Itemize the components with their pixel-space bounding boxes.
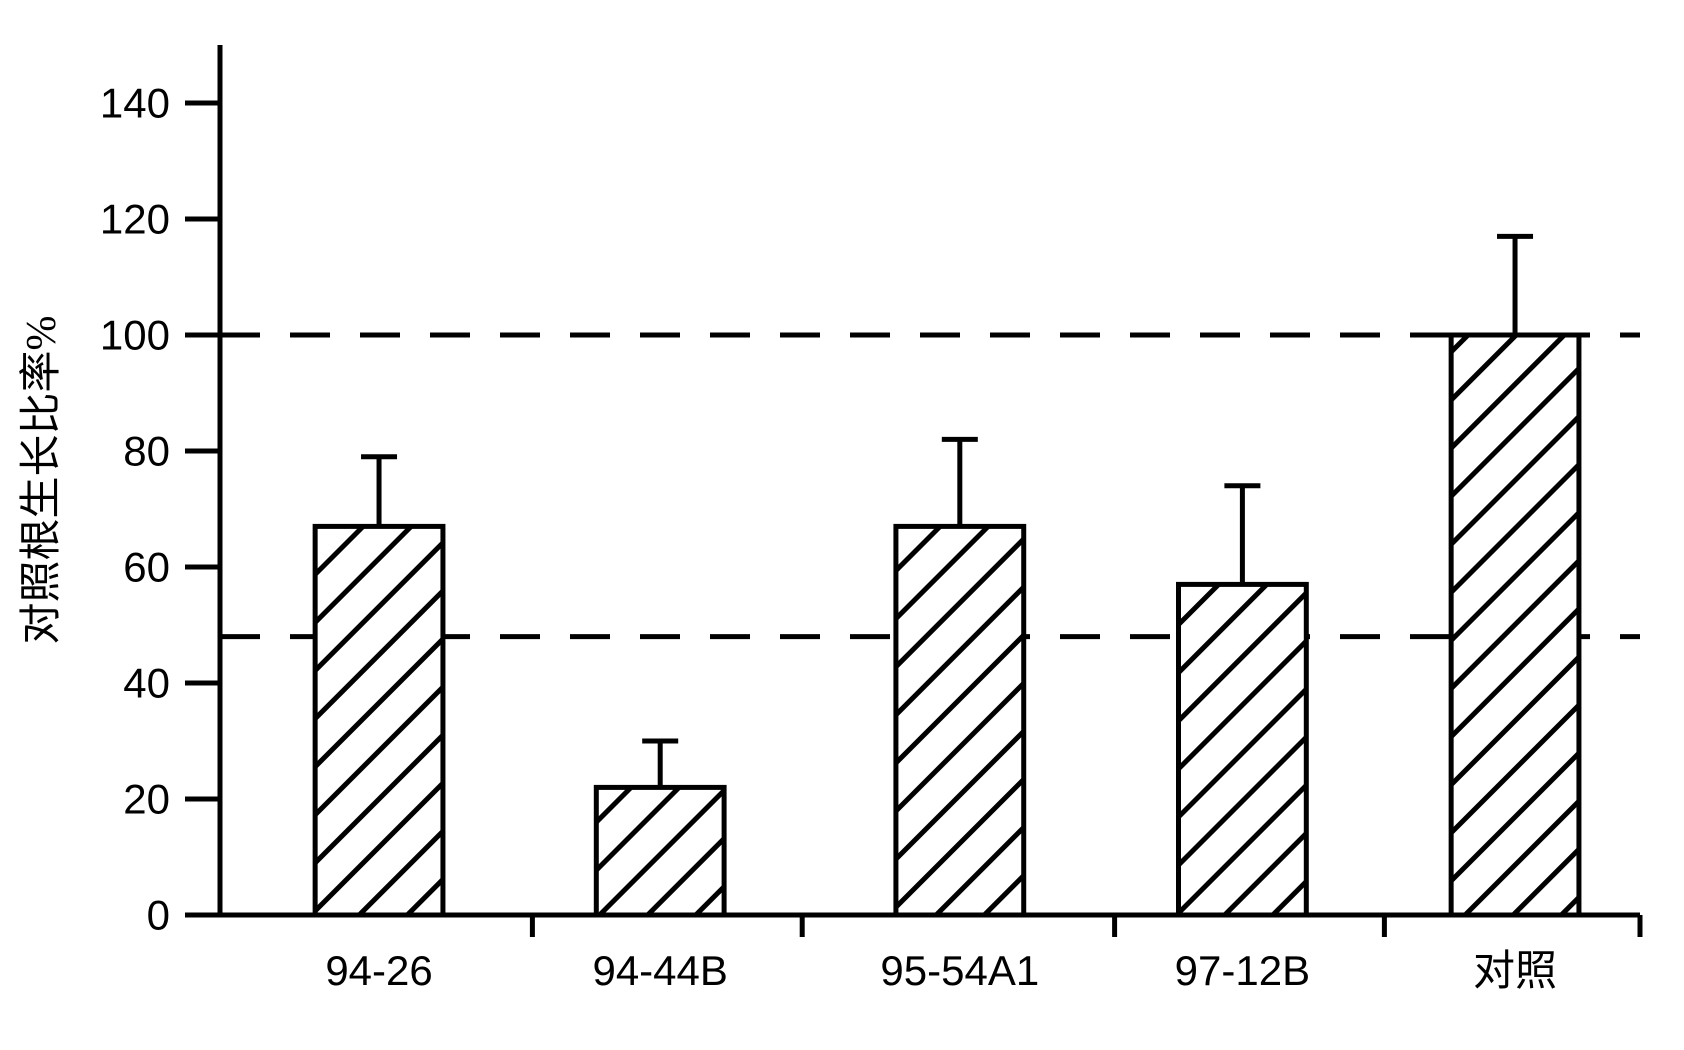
y-tick-label: 140: [100, 80, 170, 127]
y-tick-label: 0: [147, 892, 170, 939]
y-tick-label: 120: [100, 196, 170, 243]
x-tick-label: 94-44B: [592, 947, 727, 994]
x-tick-label: 95-54A1: [880, 947, 1039, 994]
y-axis-label: 对照根生长比率%: [18, 316, 65, 645]
y-tick-label: 60: [123, 544, 170, 591]
y-tick-label: 40: [123, 660, 170, 707]
bar: [1179, 584, 1307, 915]
x-tick-label: 对照: [1473, 947, 1557, 994]
bar: [1451, 335, 1579, 915]
y-tick-label: 80: [123, 428, 170, 475]
y-tick-label: 20: [123, 776, 170, 823]
bar: [315, 526, 443, 915]
bar: [896, 526, 1024, 915]
x-tick-label: 94-26: [325, 947, 432, 994]
y-tick-label: 100: [100, 312, 170, 359]
x-tick-label: 97-12B: [1175, 947, 1310, 994]
bar-chart: 94-26 94-44B 95-54A1 97-12B 对照 0 20 40 60 80 100 12…: [0, 0, 1684, 1050]
bar: [596, 787, 724, 915]
